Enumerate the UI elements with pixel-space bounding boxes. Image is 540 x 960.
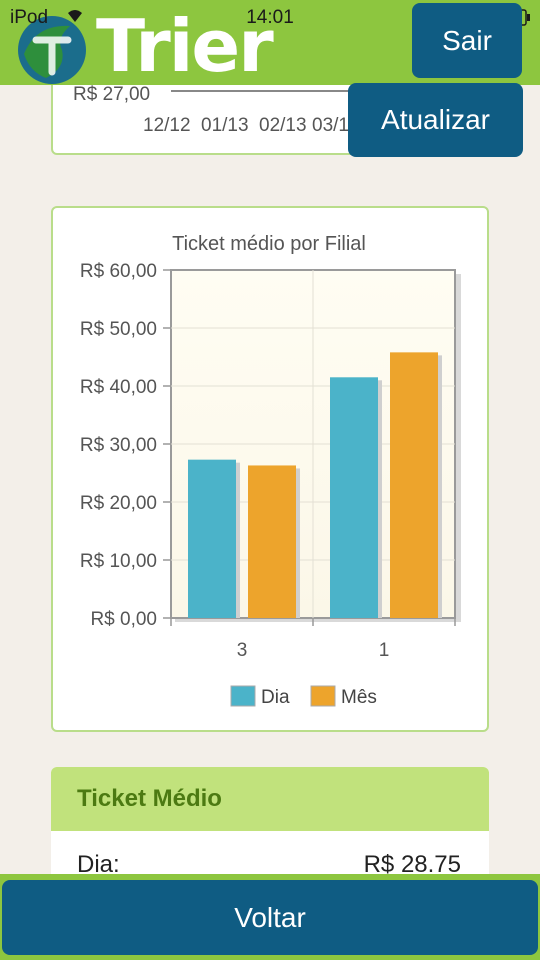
logo-wordmark: Trier (96, 4, 274, 88)
ticket-medio-row: Dia: R$ 28.75 (77, 851, 461, 879)
y-tick-label: R$ 30,00 (80, 435, 157, 456)
trier-logo: Trier (16, 6, 316, 86)
x-tick-label: 1 (379, 640, 390, 661)
chart-title: Ticket médio por Filial (172, 233, 366, 255)
previous-chart-x-tick: 03/1 (312, 115, 349, 136)
y-tick-label: R$ 10,00 (80, 551, 157, 572)
ticket-medio-title: Ticket Médio (51, 767, 489, 831)
previous-chart-y-tick: R$ 27,00 (73, 84, 151, 105)
bars (188, 352, 442, 618)
x-tick-label: 3 (237, 640, 248, 661)
legend-label-dia: Dia (261, 687, 290, 708)
previous-chart-x-tick: 01/13 (201, 115, 249, 136)
logout-button[interactable]: Sair (412, 3, 522, 78)
bar-mês-3 (248, 465, 296, 618)
previous-chart-x-tick: 12/12 (143, 115, 191, 136)
legend-swatch-mês (310, 685, 336, 707)
back-button[interactable]: Voltar (2, 880, 538, 955)
legend-label-mês: Mês (341, 687, 377, 708)
ticket-by-branch-chart: Ticket médio por Filial R$ 0,00R$ 10,00R… (80, 233, 461, 708)
globe-logo-icon (18, 16, 86, 84)
refresh-button[interactable]: Atualizar (348, 83, 523, 157)
legend-swatch-dia (230, 685, 256, 707)
bar-dia-1 (330, 377, 378, 618)
previous-chart-x-tick: 02/13 (259, 115, 307, 136)
y-tick-label: R$ 60,00 (80, 261, 157, 282)
bar-dia-3 (188, 459, 236, 618)
y-tick-label: R$ 0,00 (90, 609, 157, 630)
bar-mês-1 (390, 352, 438, 618)
ticket-row-value: R$ 28.75 (363, 851, 461, 878)
chart-legend: Dia Mês (230, 685, 377, 708)
y-tick-label: R$ 20,00 (80, 493, 157, 514)
carrier-label: iPod (10, 7, 49, 28)
previous-chart-axis (171, 90, 411, 92)
y-tick-label: R$ 40,00 (80, 377, 157, 398)
clock: 14:01 (246, 7, 294, 28)
ticket-medio-card: Ticket Médio Dia: R$ 28.75 (51, 767, 489, 887)
ticket-by-branch-chart-card: Ticket médio por Filial R$ 0,00 R$ 10,00 R… (51, 206, 489, 732)
ticket-row-label: Dia: (77, 851, 120, 878)
y-axis: R$ 0,00 R$ 10,00 R$ 20,00 R$ 30,00 R$ 40,00 R… (80, 261, 171, 630)
y-tick-label: R$ 50,00 (80, 319, 157, 340)
wifi-icon (68, 10, 82, 22)
